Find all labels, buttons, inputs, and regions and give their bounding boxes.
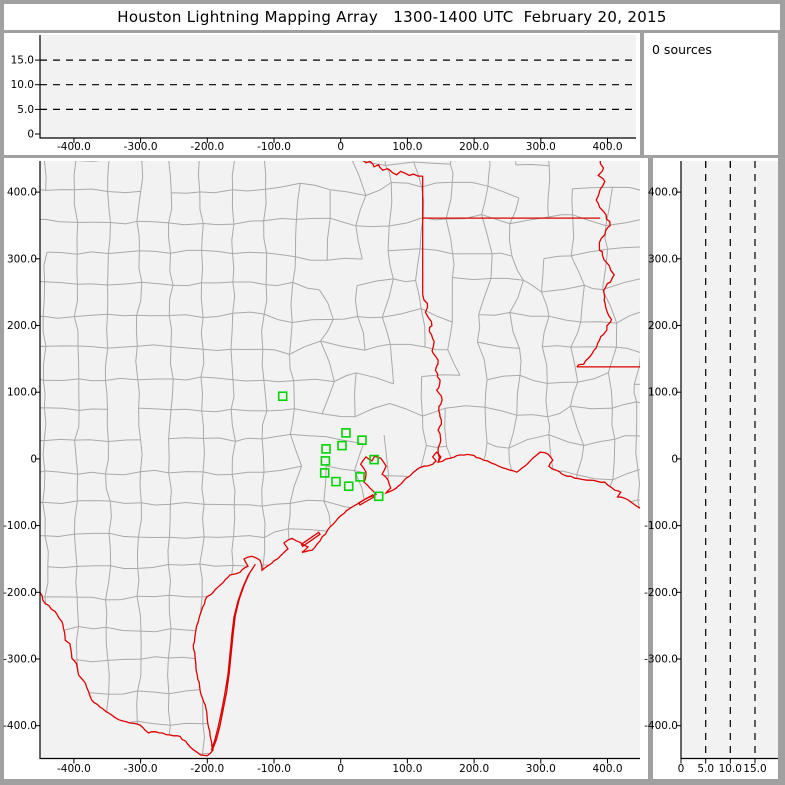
lma-station-marker: [321, 444, 331, 454]
lma-station-marker: [355, 472, 365, 482]
lma-station-marker: [331, 476, 341, 487]
lma-station-marker: [343, 481, 354, 492]
lma-stations-layer: [277, 391, 384, 502]
map-axis-ticks: [35, 191, 608, 764]
lma-station-marker: [277, 391, 288, 401]
map-axis-spines: [39, 161, 640, 760]
svg-text:400.0: 400.0: [7, 187, 37, 199]
svg-text:0: 0: [337, 141, 344, 153]
title-bar: Houston Lightning Mapping Array 1300-140…: [4, 4, 780, 30]
coastline: [192, 451, 640, 750]
svg-text:-300.0: -300.0: [124, 763, 158, 775]
svg-text:0: 0: [678, 763, 685, 775]
ew-dashed-gridlines: [40, 59, 636, 111]
svg-text:-100.0: -100.0: [644, 520, 678, 532]
lma-station-marker: [319, 468, 330, 478]
svg-text:100.0: 100.0: [392, 141, 422, 153]
svg-text:-200.0: -200.0: [190, 141, 224, 153]
svg-text:100.0: 100.0: [392, 763, 422, 775]
svg-text:100.0: 100.0: [648, 387, 678, 399]
svg-text:200.0: 200.0: [648, 320, 678, 332]
svg-text:300.0: 300.0: [648, 253, 678, 265]
svg-text:-400.0: -400.0: [57, 763, 91, 775]
svg-text:400.0: 400.0: [648, 187, 678, 199]
svg-text:-200.0: -200.0: [644, 587, 678, 599]
svg-text:0: 0: [27, 129, 34, 141]
svg-text:200.0: 200.0: [7, 320, 37, 332]
mexico-area: [40, 592, 214, 759]
svg-text:200.0: 200.0: [459, 141, 489, 153]
svg-text:-100.0: -100.0: [257, 763, 291, 775]
ns-axis-ticks: [676, 161, 756, 764]
state-borders-and-coast: [40, 161, 640, 757]
svg-text:-300.0: -300.0: [124, 141, 158, 153]
ns-dashed-gridlines: [705, 161, 756, 759]
red-river-tx-ok: [362, 161, 423, 177]
plan-view-map-plot: 400.0 300.0 200.0 100.0 0 -100.0 -200.0 -300.0 -…: [3, 161, 640, 775]
padre-island: [210, 563, 256, 751]
source-count-label: 0 sources: [652, 42, 712, 57]
svg-text:0: 0: [30, 453, 37, 465]
source-count-panel: 0 sources: [644, 33, 778, 155]
svg-text:-400.0: -400.0: [3, 720, 37, 732]
lma-station-marker: [357, 435, 367, 446]
sabine-river: [422, 294, 443, 463]
svg-text:10.0: 10.0: [719, 763, 742, 775]
svg-text:0: 0: [671, 453, 678, 465]
svg-text:400.0: 400.0: [592, 141, 622, 153]
mississippi-river: [576, 161, 615, 368]
svg-text:-300.0: -300.0: [644, 654, 678, 666]
svg-text:200.0: 200.0: [459, 763, 489, 775]
ew-altitude-plot: 0 5.0 10.0 15.0 -400.0 -300.0 -200.0 -100.0 0 100…: [11, 35, 636, 153]
ew-axis-ticks: [35, 59, 608, 143]
svg-text:5.0: 5.0: [17, 104, 34, 116]
svg-text:-400.0: -400.0: [57, 141, 91, 153]
lma-station-marker: [341, 428, 351, 438]
svg-text:-100.0: -100.0: [257, 141, 291, 153]
ew-axis-spines: [39, 35, 636, 139]
svg-text:-300.0: -300.0: [3, 654, 37, 666]
svg-text:-200.0: -200.0: [190, 763, 224, 775]
svg-text:15.0: 15.0: [11, 55, 34, 67]
svg-text:0: 0: [337, 763, 344, 775]
lma-station-marker: [337, 440, 347, 451]
lma-station-marker: [373, 491, 384, 502]
svg-text:300.0: 300.0: [526, 141, 556, 153]
svg-text:-100.0: -100.0: [3, 520, 37, 532]
rio-grande: [40, 591, 214, 757]
svg-text:15.0: 15.0: [743, 763, 766, 775]
lma-station-marker: [320, 456, 331, 466]
gulf-of-mexico-water: [193, 452, 640, 759]
svg-text:400.0: 400.0: [592, 763, 622, 775]
svg-text:300.0: 300.0: [526, 763, 556, 775]
svg-text:-400.0: -400.0: [644, 720, 678, 732]
svg-text:-200.0: -200.0: [3, 587, 37, 599]
matagorda-peninsula: [300, 531, 321, 548]
svg-text:300.0: 300.0: [7, 253, 37, 265]
ns-altitude-plot: 400.0 300.0 200.0 100.0 0 -100.0 -200.0 -300.0 -…: [644, 161, 778, 775]
svg-text:10.0: 10.0: [11, 79, 34, 91]
page-title: Houston Lightning Mapping Array 1300-140…: [117, 8, 667, 26]
svg-text:5.0: 5.0: [697, 763, 714, 775]
svg-text:100.0: 100.0: [7, 387, 37, 399]
lma-station-marker: [369, 454, 379, 465]
